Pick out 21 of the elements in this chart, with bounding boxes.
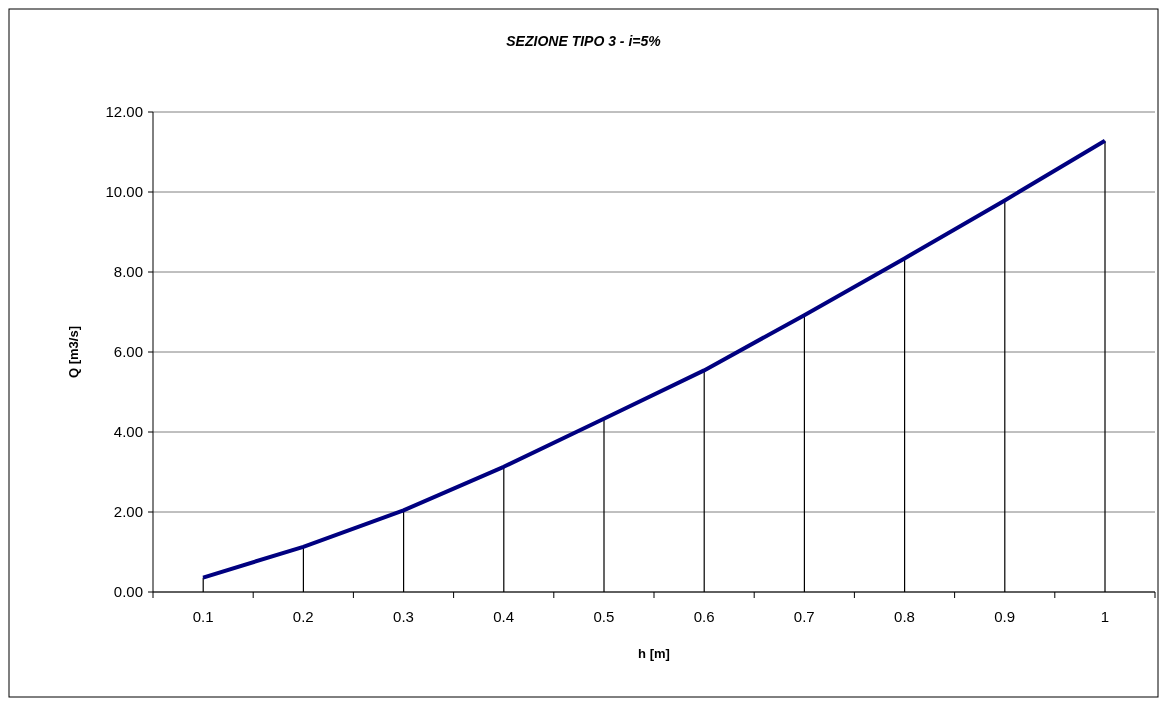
y-axis-title: Q [m3/s] — [66, 325, 81, 379]
x-tick-label: 0.5 — [593, 608, 615, 625]
y-tick-label: 2.00 — [113, 503, 143, 521]
x-tick-label: 0.6 — [693, 608, 715, 625]
y-tick-label: 0.00 — [113, 583, 143, 601]
y-tick-label: 10.00 — [105, 183, 143, 201]
x-tick-label: 0.4 — [493, 608, 515, 625]
x-tick-label: 0.3 — [393, 608, 414, 625]
x-tick-label: 0.7 — [793, 608, 815, 625]
y-tick-label: 12.00 — [105, 103, 143, 121]
line-series — [201, 138, 1107, 580]
y-tick-label: 8.00 — [113, 263, 143, 281]
chart-title: SEZIONE TIPO 3 - i=5% — [506, 33, 662, 49]
x-tick-label: 0.9 — [994, 608, 1016, 625]
x-tick-label: 0.2 — [292, 608, 314, 625]
x-tick-label: 1 — [1100, 608, 1110, 625]
x-tick-label: 0.1 — [192, 608, 214, 625]
x-tick-label: 0.8 — [894, 608, 915, 625]
x-axis-title: h [m] — [638, 646, 670, 661]
y-tick-label: 6.00 — [113, 343, 143, 361]
y-tick-label: 4.00 — [113, 423, 143, 441]
